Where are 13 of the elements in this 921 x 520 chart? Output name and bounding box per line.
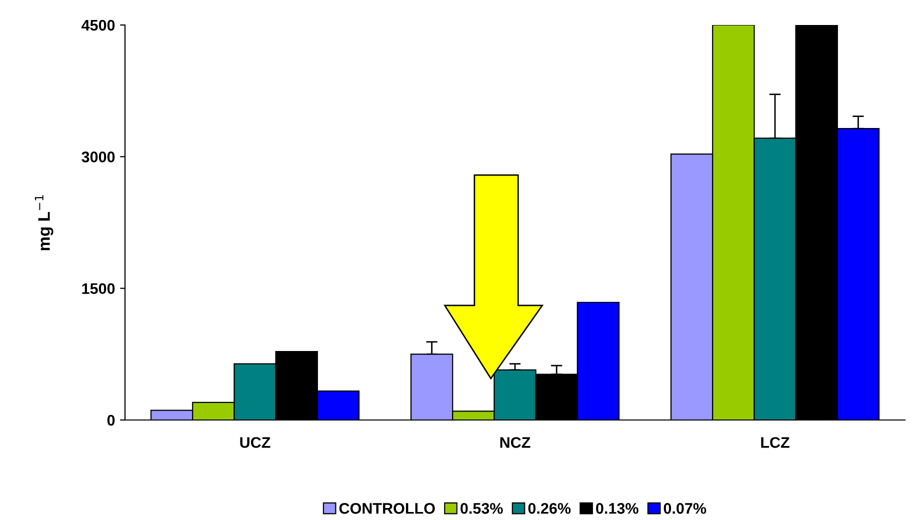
- x-tick-label: NCZ: [500, 437, 530, 448]
- y-tick-label: 3000: [82, 152, 115, 162]
- y-tick-label: 1500: [82, 283, 115, 294]
- legend-label: CONTROLLO: [339, 503, 435, 514]
- y-axis-title: mg L$^{−1}$: [34, 195, 54, 250]
- legend-label: 0.26%: [528, 503, 571, 514]
- legend-label: 0.53%: [460, 503, 503, 514]
- y-tick-label: 0: [107, 414, 115, 426]
- x-tick-label: LCZ: [761, 437, 790, 448]
- x-tick-label: UCZ: [240, 437, 270, 448]
- legend-label: 0.07%: [664, 503, 706, 514]
- legend-label: 0.13%: [596, 503, 638, 514]
- y-tick-label: 4500: [82, 20, 115, 31]
